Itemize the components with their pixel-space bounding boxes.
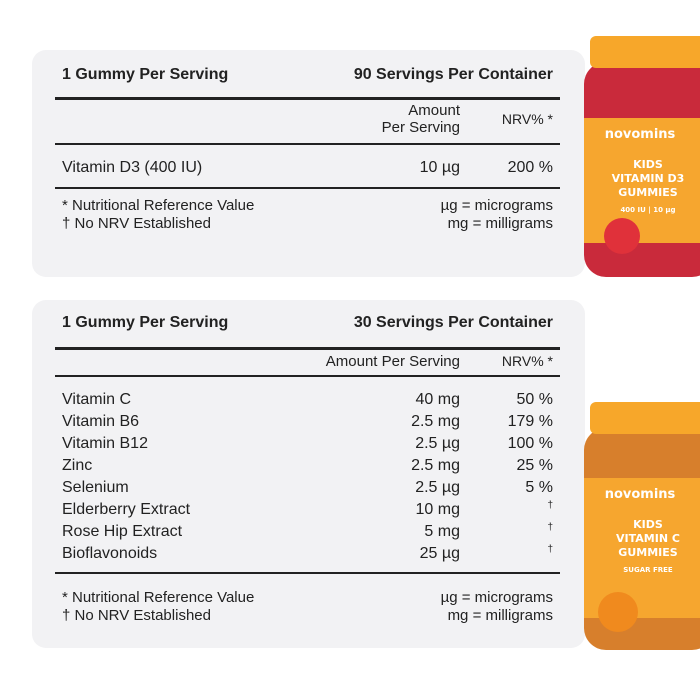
divider bbox=[55, 97, 560, 100]
nutrient-amount: 10 mg bbox=[415, 501, 460, 518]
divider bbox=[55, 347, 560, 350]
unit-note: µg = micrograms bbox=[440, 588, 553, 606]
jar-lid bbox=[590, 402, 700, 434]
product-tag: 400 IU | 10 µg bbox=[620, 206, 675, 215]
fruit-icon bbox=[604, 218, 640, 254]
nutrient-name: Vitamin D3 (400 IU) bbox=[62, 159, 203, 176]
servings-per-container: 30 Servings Per Container bbox=[353, 314, 553, 331]
nutrient-nrv: 200 % bbox=[507, 159, 553, 176]
footnote: † No NRV Established bbox=[62, 214, 211, 232]
jar bbox=[584, 402, 700, 650]
product-name: GUMMIES bbox=[618, 546, 677, 559]
product-name: KIDS bbox=[633, 518, 663, 531]
product-name: VITAMIN C bbox=[616, 532, 680, 545]
card bbox=[32, 50, 585, 277]
nutrient-amount: 2.5 µg bbox=[415, 435, 460, 452]
nutrient-amount: 5 mg bbox=[424, 523, 460, 540]
nutrient-name: Zinc bbox=[62, 457, 93, 474]
unit-note: mg = milligrams bbox=[447, 214, 553, 232]
nutrient-amount: 40 mg bbox=[415, 391, 460, 408]
unit-note: µg = micrograms bbox=[440, 196, 553, 214]
product-tag: SUGAR FREE bbox=[623, 566, 673, 574]
product-name: VITAMIN D3 bbox=[612, 172, 685, 185]
nutrient-nrv: 179 % bbox=[507, 413, 553, 430]
divider bbox=[55, 375, 560, 377]
nutrient-amount: 25 µg bbox=[419, 545, 460, 562]
column-header: NRV% * bbox=[501, 353, 553, 369]
nutrient-amount: 2.5 mg bbox=[411, 413, 460, 430]
nutrient-amount: 2.5 µg bbox=[415, 479, 460, 496]
nutrient-name: Vitamin C bbox=[62, 391, 132, 408]
footnote: * Nutritional Reference Value bbox=[62, 588, 255, 606]
brand: novomins bbox=[605, 127, 676, 142]
serving-size: 1 Gummy Per Serving bbox=[62, 66, 229, 83]
card bbox=[32, 300, 585, 648]
product-name: GUMMIES bbox=[618, 186, 677, 199]
column-header: NRV% * bbox=[501, 111, 553, 127]
nutrient-name: Vitamin B12 bbox=[62, 435, 148, 452]
nutrient-name: Bioflavonoids bbox=[62, 545, 158, 562]
servings-per-container: 90 Servings Per Container bbox=[353, 66, 553, 83]
serving-size: 1 Gummy Per Serving bbox=[62, 314, 229, 331]
column-header: Per Serving bbox=[381, 118, 460, 136]
nutrient-name: Vitamin B6 bbox=[62, 413, 140, 430]
nutrient-name: Selenium bbox=[62, 479, 129, 496]
footnote: † No NRV Established bbox=[62, 606, 211, 624]
nutrient-nrv: † bbox=[547, 544, 553, 555]
nutrient-nrv: 25 % bbox=[516, 457, 553, 474]
jar-label bbox=[584, 118, 700, 243]
product-name: KIDS bbox=[633, 158, 663, 171]
divider bbox=[55, 572, 560, 574]
jar-lid bbox=[590, 36, 700, 68]
jar-label bbox=[584, 478, 700, 618]
nutrient-name: Elderberry Extract bbox=[62, 501, 191, 518]
nutrient-nrv: † bbox=[547, 522, 553, 533]
brand: novomins bbox=[605, 487, 676, 502]
footnote: * Nutritional Reference Value bbox=[62, 196, 255, 214]
nutrient-nrv: † bbox=[547, 500, 553, 511]
unit-note: mg = milligrams bbox=[447, 606, 553, 624]
nutrient-amount: 10 µg bbox=[419, 159, 460, 176]
jar bbox=[584, 36, 700, 277]
nutrient-nrv: 100 % bbox=[507, 435, 553, 452]
nutrient-nrv: 5 % bbox=[525, 479, 553, 496]
nutrient-amount: 2.5 mg bbox=[411, 457, 460, 474]
column-header: Amount bbox=[408, 101, 460, 119]
nutrient-nrv: 50 % bbox=[516, 391, 553, 408]
nutrient-name: Rose Hip Extract bbox=[62, 523, 183, 540]
column-header: Amount Per Serving bbox=[325, 352, 460, 370]
fruit-icon bbox=[598, 592, 638, 632]
divider bbox=[55, 187, 560, 189]
divider bbox=[55, 143, 560, 145]
